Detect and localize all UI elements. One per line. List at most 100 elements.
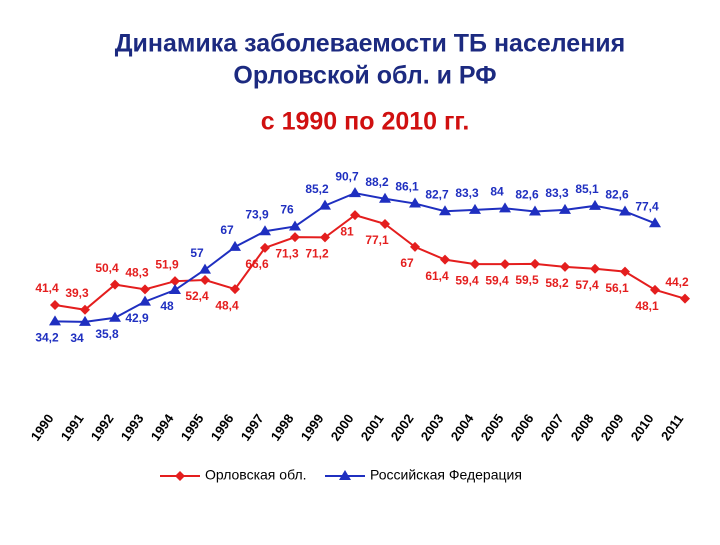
marker [170, 276, 180, 287]
x-tick-label: 1991 [58, 411, 87, 443]
marker [140, 284, 150, 295]
data-label: 58,2 [545, 276, 569, 290]
marker [200, 275, 210, 286]
marker [80, 304, 90, 315]
x-tick-label: 2005 [478, 411, 507, 443]
data-label: 59,4 [485, 273, 509, 287]
data-label: 67 [220, 223, 234, 237]
marker [439, 205, 451, 216]
data-label: 48 [160, 299, 174, 313]
chart-title: Динамика заболеваемости ТБ населения [115, 30, 626, 58]
x-tick-label: 1999 [298, 411, 327, 443]
x-tick-label: 1990 [28, 411, 57, 443]
x-tick-label: 1992 [88, 411, 117, 443]
data-label: 71,3 [275, 246, 299, 260]
x-tick-label: 2001 [358, 411, 387, 443]
marker [230, 284, 240, 295]
data-label: 85,2 [305, 182, 329, 196]
marker [260, 242, 270, 253]
data-label: 85,1 [575, 182, 599, 196]
data-label: 48,1 [635, 299, 659, 313]
data-label: 88,2 [365, 175, 389, 189]
data-label: 73,9 [245, 207, 269, 221]
marker [380, 218, 390, 229]
marker [229, 240, 241, 251]
data-label: 76 [280, 203, 294, 217]
x-tick-label: 2008 [568, 411, 597, 443]
x-tick-label: 2002 [388, 411, 417, 443]
data-label: 83,3 [455, 186, 479, 200]
marker [499, 202, 511, 213]
marker [259, 225, 271, 236]
data-label: 81 [340, 224, 354, 238]
data-label: 50,4 [95, 261, 119, 275]
data-label: 59,5 [515, 273, 539, 287]
x-tick-label: 1998 [268, 411, 297, 443]
marker [289, 220, 301, 231]
data-label: 42,9 [125, 311, 149, 325]
x-tick-label: 1995 [178, 411, 207, 443]
x-tick-label: 2007 [538, 411, 567, 443]
marker [500, 259, 510, 270]
x-tick-label: 2011 [658, 412, 686, 444]
data-label: 48,3 [125, 266, 149, 280]
marker [79, 315, 91, 326]
data-label: 41,4 [35, 281, 59, 295]
marker [590, 263, 600, 274]
data-label: 82,7 [425, 187, 449, 201]
marker [139, 295, 151, 306]
marker [169, 284, 181, 295]
data-label: 57,4 [575, 278, 599, 292]
data-label: 48,4 [215, 298, 239, 312]
data-label: 82,6 [605, 188, 629, 202]
x-tick-label: 1993 [118, 411, 147, 443]
data-label: 82,6 [515, 188, 539, 202]
x-tick-label: 2000 [328, 411, 357, 443]
data-label: 77,4 [635, 199, 659, 213]
x-tick-label: 2006 [508, 411, 537, 443]
marker [199, 263, 211, 274]
marker [620, 266, 630, 277]
x-tick-label: 2004 [448, 411, 477, 444]
marker [589, 199, 601, 210]
marker [680, 293, 690, 304]
marker [440, 254, 450, 265]
marker [530, 258, 540, 269]
x-tick-label: 1997 [238, 411, 267, 443]
marker [650, 284, 660, 295]
marker [470, 259, 480, 270]
marker [409, 197, 421, 208]
x-tick-label: 1996 [208, 411, 237, 443]
data-label: 51,9 [155, 257, 179, 271]
marker [49, 315, 61, 326]
marker [109, 311, 121, 322]
marker [410, 241, 420, 252]
marker [559, 203, 571, 214]
data-label: 44,2 [665, 275, 689, 289]
marker [319, 199, 331, 210]
x-tick-label: 1994 [148, 411, 177, 444]
data-label: 66,6 [245, 257, 269, 271]
data-label: 39,3 [65, 286, 89, 300]
marker [350, 210, 360, 221]
marker [529, 205, 541, 216]
data-label: 52,4 [185, 289, 209, 303]
chart-subtitle: с 1990 по 2010 гг. [261, 108, 470, 136]
marker [110, 279, 120, 290]
x-tick-label: 2009 [598, 411, 627, 443]
marker [349, 187, 361, 198]
x-tick-label: 2003 [418, 411, 447, 443]
marker [560, 261, 570, 272]
data-label: 90,7 [335, 169, 359, 183]
data-label: 35,8 [95, 327, 119, 341]
data-label: 67 [400, 256, 414, 270]
legend-label: Российская Федерация [370, 467, 522, 483]
data-label: 57 [190, 246, 204, 260]
x-tick-label: 2010 [628, 411, 657, 443]
data-label: 61,4 [425, 269, 449, 283]
data-label: 71,2 [305, 247, 329, 261]
marker [290, 232, 300, 243]
marker [619, 205, 631, 216]
marker [649, 217, 661, 228]
